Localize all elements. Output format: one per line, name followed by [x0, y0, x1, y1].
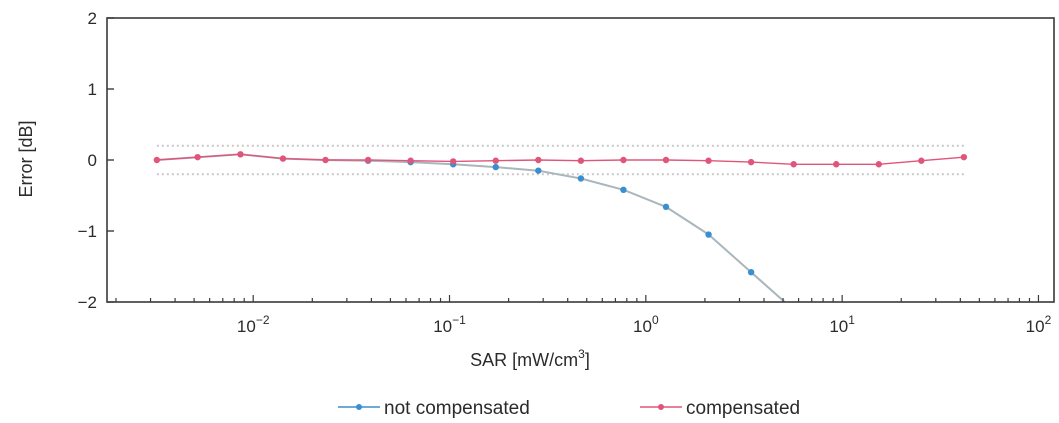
y-tick-label: 0 [88, 151, 97, 170]
data-point-compensated [662, 156, 670, 164]
y-tick-label: 1 [88, 80, 97, 99]
y-tick-label: −1 [78, 222, 97, 241]
x-axis-ticks: 10−2 10−1 100 101 102 [115, 295, 1052, 336]
legend-marker-not-compensated [356, 404, 362, 410]
x-axis-title-main: SAR [mW/cm [470, 350, 578, 370]
data-point-not-compensated [535, 167, 542, 174]
legend-marker-compensated [658, 404, 664, 410]
x-tick-label-base: 10 [237, 317, 256, 336]
data-point-compensated [535, 156, 542, 164]
series-line-not-compensated [156, 153, 786, 303]
data-point-not-compensated [620, 186, 627, 194]
y-tick-label: −2 [78, 293, 97, 312]
data-point-compensated [364, 156, 372, 164]
legend: not compensated compensated [338, 398, 800, 419]
legend-label-compensated: compensated [686, 398, 800, 419]
plot-series [153, 151, 968, 303]
data-point-compensated [960, 153, 968, 161]
data-point-not-compensated [492, 163, 499, 171]
data-point-compensated [577, 157, 585, 164]
data-point-not-compensated [662, 203, 670, 211]
y-tick-label: 2 [88, 9, 97, 28]
data-point-compensated [747, 158, 755, 166]
data-point-compensated [790, 161, 797, 168]
data-point-compensated [620, 156, 627, 164]
x-tick-label-exponent: 0 [652, 313, 659, 327]
x-tick-label-base: 10 [433, 317, 452, 336]
data-point-compensated [918, 157, 925, 164]
data-point-compensated [153, 156, 161, 164]
y-axis-ticks: 2 1 0 −1 −2 [78, 9, 114, 312]
data-point-compensated [322, 156, 329, 164]
data-point-not-compensated [577, 175, 585, 182]
x-axis-title-suffix: ] [585, 350, 590, 370]
data-point-compensated [705, 157, 712, 164]
data-point-compensated [194, 153, 201, 161]
x-axis-title: SAR [mW/cm3] [470, 347, 590, 370]
x-tick-label-exponent: −2 [256, 313, 270, 327]
data-point-not-compensated [747, 268, 755, 276]
x-tick-label-base: 10 [633, 317, 652, 336]
x-tick-label-exponent: 1 [848, 313, 855, 327]
x-tick-label-exponent: 2 [1045, 313, 1052, 327]
legend-item-compensated: compensated [640, 398, 800, 419]
x-tick-label-base: 10 [1026, 317, 1045, 336]
x-tick-label: 10−2 [237, 313, 270, 336]
legend-label-not-compensated: not compensated [384, 398, 530, 419]
x-tick-label: 100 [633, 313, 659, 336]
legend-item-not-compensated: not compensated [338, 398, 530, 419]
x-tick-label: 10−1 [433, 313, 466, 336]
x-axis-title-superscript: 3 [578, 347, 585, 361]
data-point-compensated [407, 157, 414, 164]
data-point-compensated [875, 161, 882, 168]
data-point-compensated [492, 157, 499, 164]
y-axis-title: Error [dB] [16, 120, 36, 197]
data-point-not-compensated [705, 231, 712, 238]
x-tick-label: 101 [829, 313, 855, 336]
data-point-compensated [833, 161, 840, 168]
series-line-compensated [156, 153, 964, 166]
data-point-compensated [449, 158, 457, 165]
x-tick-label-base: 10 [829, 317, 848, 336]
x-tick-label-exponent: −1 [452, 313, 466, 327]
data-point-compensated [279, 155, 287, 162]
data-point-compensated [237, 151, 244, 158]
x-tick-label: 102 [1026, 313, 1052, 336]
